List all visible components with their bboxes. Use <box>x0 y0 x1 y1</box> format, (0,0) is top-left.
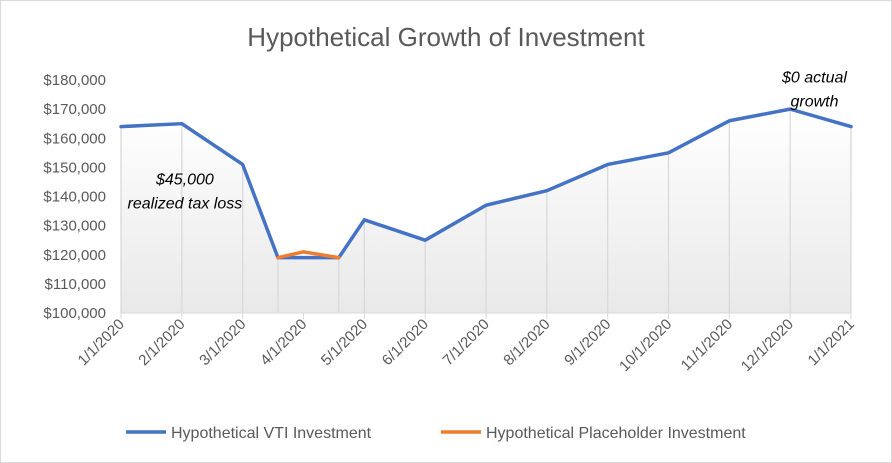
x-tick-label: 12/1/2020 <box>738 316 797 375</box>
y-tick-label: $100,000 <box>43 305 106 322</box>
y-tick-label: $110,000 <box>45 276 106 293</box>
y-tick-label: $150,000 <box>43 159 106 176</box>
x-axis: 1/1/2020 2/1/2020 3/1/2020 4/1/2020 5/1/2020… <box>75 312 858 375</box>
y-tick-label: $180,000 <box>43 72 106 89</box>
x-tick-label: 1/1/2020 <box>75 316 128 369</box>
annotation-text: $0 actual <box>781 70 847 87</box>
annotations: $45,000 realized tax loss $0 actual growth <box>128 70 848 213</box>
legend-label: Hypothetical Placeholder Investment <box>486 425 746 442</box>
series-line-placeholder <box>276 250 341 260</box>
x-tick-label: 3/1/2020 <box>196 316 249 369</box>
drop-lines-layer <box>120 109 852 313</box>
annotation-text: $45,000 <box>155 172 214 189</box>
x-tick-label: 7/1/2020 <box>440 316 493 369</box>
x-tick-label: 2/1/2020 <box>135 316 188 369</box>
series-layer <box>119 107 853 260</box>
y-tick-label: $170,000 <box>43 101 106 118</box>
x-tick-label: 10/1/2020 <box>616 316 675 375</box>
y-tick-label: $130,000 <box>43 218 106 235</box>
x-tick-label: 11/1/2020 <box>678 316 736 374</box>
x-tick-label: 4/1/2020 <box>257 316 310 369</box>
y-tick-label: $120,000 <box>43 247 106 264</box>
x-tick-label: 1/1/2021 <box>805 316 858 369</box>
legend-label: Hypothetical VTI Investment <box>171 425 372 442</box>
x-tick-label: 5/1/2020 <box>318 316 371 369</box>
annotation-text: realized tax loss <box>128 196 243 213</box>
y-axis: $100,000 $110,000 $120,000 $130,000 $140,000… <box>43 72 106 322</box>
legend: Hypothetical VTI Investment Hypothetical … <box>126 425 746 442</box>
chart-title: Hypothetical Growth of Investment <box>247 22 645 52</box>
x-tick-label: 8/1/2020 <box>500 316 553 369</box>
x-tick-label: 6/1/2020 <box>379 316 432 369</box>
x-tick-label: 9/1/2020 <box>561 316 614 369</box>
annotation-text: growth <box>790 94 838 111</box>
y-tick-label: $160,000 <box>43 130 106 147</box>
y-tick-label: $140,000 <box>43 189 106 206</box>
series-line-vti <box>119 107 853 260</box>
